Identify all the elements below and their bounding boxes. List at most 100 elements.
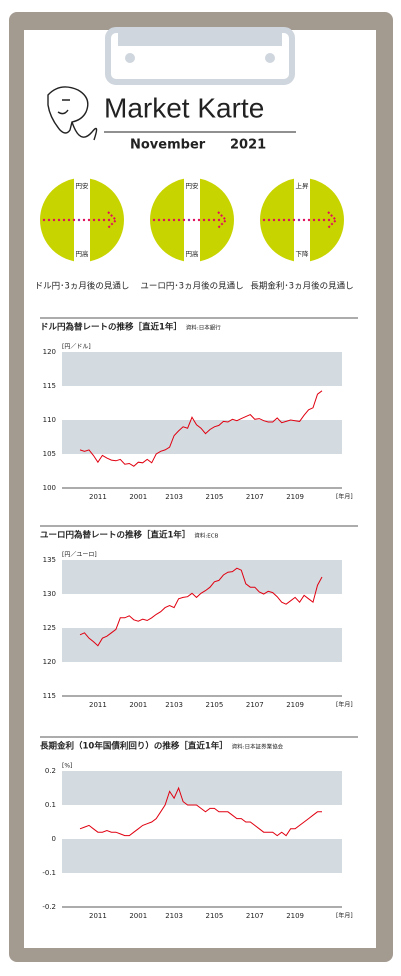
y-tick-label: 115 xyxy=(43,382,56,390)
outlook-dot xyxy=(267,218,271,222)
outlook-top: 上昇 xyxy=(296,181,310,190)
grid-band xyxy=(62,628,342,662)
x-tick-label: 2109 xyxy=(286,912,304,920)
outlook-dot xyxy=(152,218,156,222)
outlook-dot xyxy=(262,218,266,222)
paper xyxy=(24,30,376,948)
outlook-dot xyxy=(272,218,276,222)
y-axis-label: [円／ユーロ] xyxy=(62,552,97,559)
x-tick-label: 2001 xyxy=(129,701,147,709)
clip-bar xyxy=(118,30,282,46)
x-tick-label: 2105 xyxy=(206,912,224,920)
y-axis-label: [%] xyxy=(62,763,72,770)
outlook-dot xyxy=(62,218,66,222)
outlook-dot xyxy=(67,218,71,222)
y-tick-label: 120 xyxy=(43,348,56,356)
y-tick-label: -0.1 xyxy=(42,869,56,877)
x-tick-label: 2001 xyxy=(129,493,147,501)
outlook-dot xyxy=(87,218,91,222)
clip-hole xyxy=(265,53,275,63)
outlook-dot xyxy=(307,218,311,222)
outlook-dot xyxy=(72,218,76,222)
outlook-dot xyxy=(102,218,106,222)
header-month: November xyxy=(130,138,206,153)
x-tick-label: 2103 xyxy=(165,493,183,501)
x-axis-label: [年月] xyxy=(336,701,353,709)
chart-source: 資料:日本証券業協会 xyxy=(232,743,284,751)
grid-band xyxy=(62,839,342,873)
clip-hole xyxy=(125,53,135,63)
outlook-dot xyxy=(172,218,176,222)
outlook-dot xyxy=(197,218,201,222)
x-tick-label: 2107 xyxy=(246,493,264,501)
x-tick-label: 2107 xyxy=(246,912,264,920)
x-tick-label: 2011 xyxy=(89,912,107,920)
outlook-dot xyxy=(327,218,331,222)
outlook-caption: ドル円･3ヵ月後の見通し xyxy=(35,281,130,292)
outlook-dot xyxy=(47,218,51,222)
x-tick-label: 2103 xyxy=(165,701,183,709)
outlook-dot xyxy=(82,218,86,222)
header-year: 2021 xyxy=(230,138,266,153)
outlook-bottom: 下降 xyxy=(296,249,310,258)
grid-band xyxy=(62,352,342,386)
grid-band xyxy=(62,771,342,805)
outlook-dot xyxy=(317,218,321,222)
outlook-caption: 長期金利･3ヵ月後の見通し xyxy=(250,281,353,292)
outlook-dot xyxy=(192,218,196,222)
outlook-dot xyxy=(277,218,281,222)
outlook-dot xyxy=(167,218,171,222)
header-title: Market Karte xyxy=(104,92,264,123)
outlook-dot xyxy=(182,218,186,222)
x-tick-label: 2011 xyxy=(89,493,107,501)
outlook-dot xyxy=(217,218,221,222)
x-tick-label: 2109 xyxy=(286,493,304,501)
outlook-dot xyxy=(92,218,96,222)
y-tick-label: 115 xyxy=(43,692,56,700)
y-tick-label: 0.1 xyxy=(45,801,56,809)
chart-title: ユーロ円為替レートの推移［直近1年］ xyxy=(40,530,190,541)
outlook-dot xyxy=(312,218,316,222)
series-line xyxy=(79,390,323,467)
x-tick-label: 2011 xyxy=(89,701,107,709)
x-axis-label: [年月] xyxy=(336,912,353,920)
y-tick-label: 125 xyxy=(43,624,56,632)
chart-title: ドル円為替レートの推移［直近1年］ xyxy=(40,322,182,333)
outlook-caption: ユーロ円･3ヵ月後の見通し xyxy=(140,281,243,292)
x-tick-label: 2107 xyxy=(246,701,264,709)
outlook-dot xyxy=(57,218,61,222)
x-tick-label: 2109 xyxy=(286,701,304,709)
y-tick-label: 120 xyxy=(43,658,56,666)
outlook-dot xyxy=(77,218,81,222)
x-tick-label: 2103 xyxy=(165,912,183,920)
y-tick-label: 100 xyxy=(43,484,56,492)
outlook-dot xyxy=(42,218,46,222)
outlook-dot xyxy=(97,218,101,222)
outlook-dot xyxy=(202,218,206,222)
outlook-axis xyxy=(74,178,90,262)
x-tick-label: 2105 xyxy=(206,493,224,501)
outlook-axis xyxy=(294,178,310,262)
outlook-axis xyxy=(184,178,200,262)
outlook-dot xyxy=(52,218,56,222)
outlook-dot xyxy=(207,218,211,222)
outlook-bottom: 円高 xyxy=(186,249,200,258)
y-tick-label: 135 xyxy=(43,556,56,564)
series-line xyxy=(79,786,322,837)
outlook-dot xyxy=(282,218,286,222)
outlook-top: 円安 xyxy=(76,181,90,190)
outlook-dot xyxy=(187,218,191,222)
outlook-dot xyxy=(302,218,306,222)
outlook-bottom: 円高 xyxy=(76,249,90,258)
y-tick-label: 110 xyxy=(43,416,56,424)
chart-title: 長期金利（10年国債利回り）の推移［直近1年］ xyxy=(40,741,228,752)
x-tick-label: 2105 xyxy=(206,701,224,709)
y-tick-label: -0.2 xyxy=(42,903,56,911)
chart-source: 資料:日本銀行 xyxy=(186,324,221,332)
grid-band xyxy=(62,560,342,594)
y-tick-label: 0.2 xyxy=(45,767,56,775)
logo xyxy=(47,86,98,141)
outlook-dot xyxy=(107,218,111,222)
outlook-dot xyxy=(287,218,291,222)
